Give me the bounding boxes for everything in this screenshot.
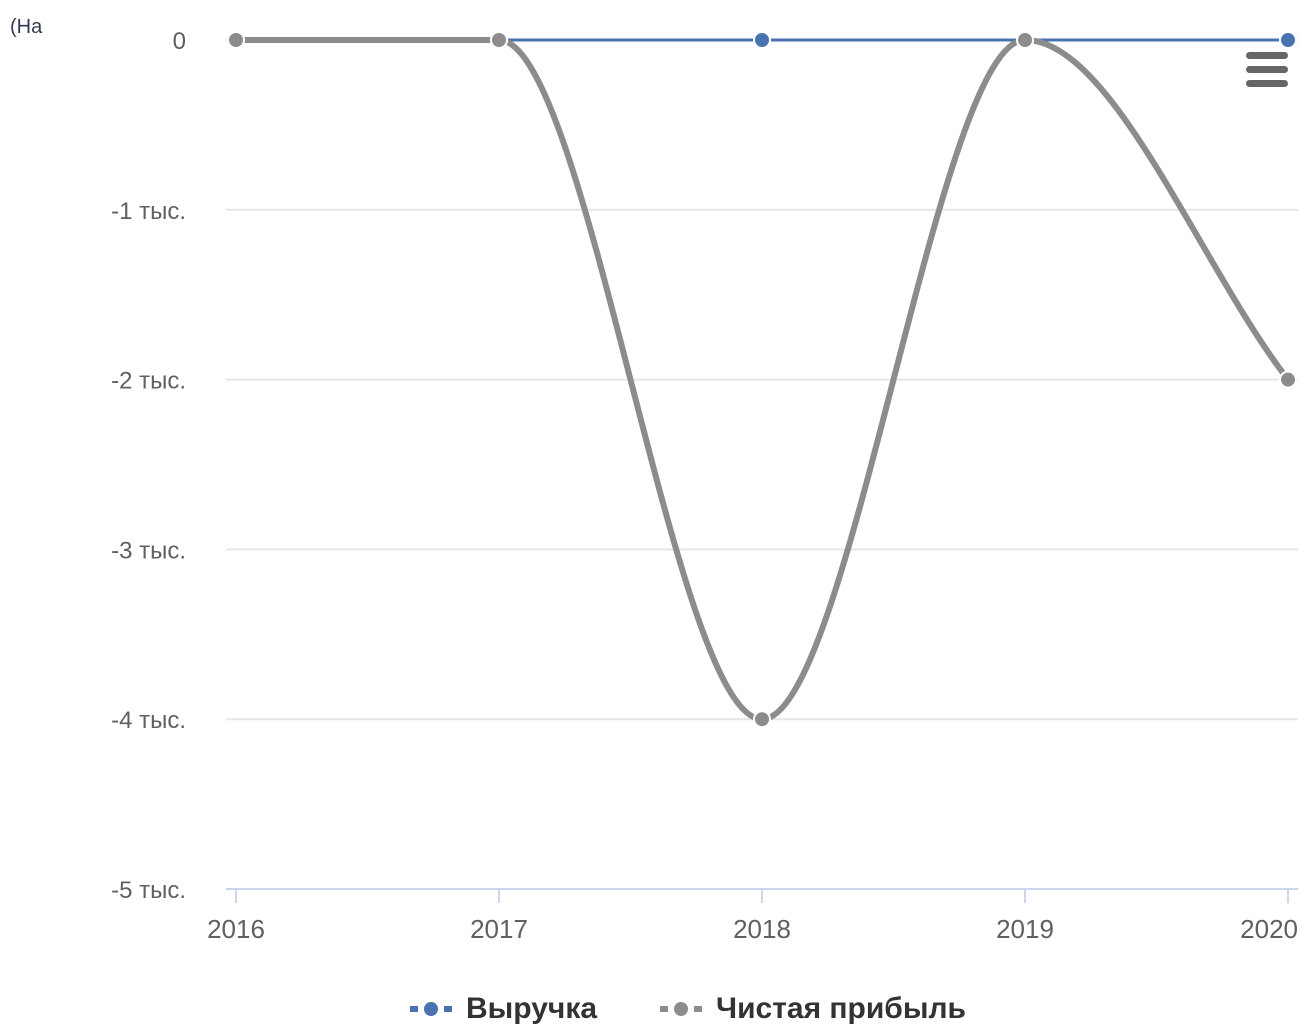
- y-tick-label: -2 тыс.: [111, 368, 186, 395]
- x-tick-label: 2018: [733, 914, 791, 944]
- data-point-net-profit[interactable]: [1279, 370, 1297, 389]
- data-point-revenue[interactable]: [1279, 31, 1297, 49]
- legend-item-net-profit[interactable]: Чистая прибыль: [660, 990, 966, 1027]
- hamburger-menu-icon[interactable]: [1243, 48, 1291, 92]
- x-tick-label: 2020: [1240, 914, 1298, 944]
- y-tick-label: -3 тыс.: [111, 537, 186, 564]
- x-tick-label: 2019: [996, 914, 1054, 944]
- data-point-net-profit[interactable]: [753, 710, 771, 729]
- x-tick-label: 2017: [470, 914, 528, 944]
- y-tick-label: -5 тыс.: [111, 877, 186, 904]
- legend-item-revenue[interactable]: Выручка: [410, 990, 597, 1027]
- y-tick-label: -4 тыс.: [111, 707, 186, 734]
- data-point-net-profit[interactable]: [490, 31, 508, 49]
- data-point-net-profit[interactable]: [1016, 31, 1034, 49]
- x-axis: [226, 888, 1298, 903]
- data-point-revenue[interactable]: [753, 31, 771, 49]
- legend-label: Чистая прибыль: [716, 991, 966, 1025]
- x-tick-label: 2016: [207, 914, 265, 944]
- series-layer: [227, 31, 1297, 729]
- legend-marker-icon: [660, 999, 704, 1019]
- legend: Выручка Чистая прибыль: [0, 990, 1300, 1027]
- y-tick-label: 0: [173, 28, 186, 55]
- line-chart: 0 -1 тыс. -2 тыс. -3 тыс. -4 тыс. -5 тыс. 2016…: [111, 28, 1298, 944]
- tick-labels: 0 -1 тыс. -2 тыс. -3 тыс. -4 тыс. -5 тыс. 2016…: [111, 28, 1298, 944]
- data-point-net-profit[interactable]: [227, 31, 245, 49]
- corner-text: (На: [10, 16, 43, 38]
- legend-label: Выручка: [466, 991, 598, 1025]
- y-tick-label: -1 тыс.: [111, 198, 186, 225]
- legend-marker-icon: [410, 999, 454, 1019]
